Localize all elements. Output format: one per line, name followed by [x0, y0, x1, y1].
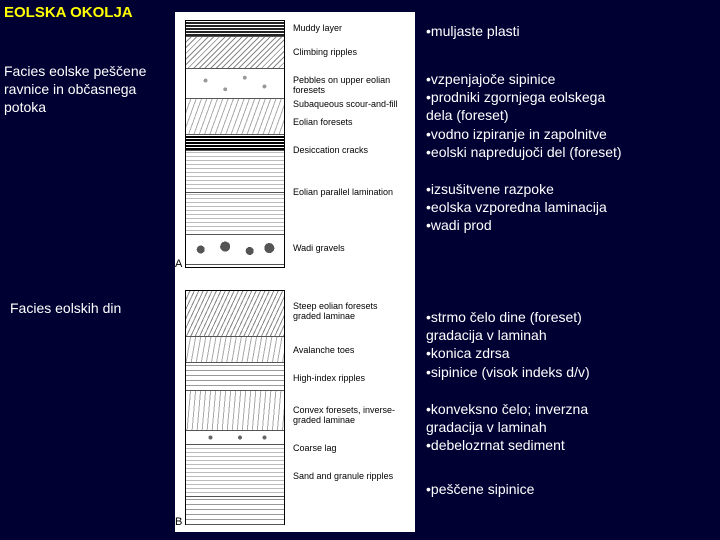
page-title: EOLSKA OKOLJA — [4, 4, 133, 21]
diagram-label: Wadi gravels — [293, 244, 408, 254]
diagram-label: Pebbles on upper eolian foresets — [293, 76, 408, 96]
annotation-group-4: •strmo čelo dine (foreset)gradacija v la… — [426, 308, 716, 381]
column-letter-a: A — [175, 258, 182, 270]
annotation-group-3: •izsušitvene razpoke•eolska vzporedna la… — [426, 180, 716, 235]
diagram-label: Sand and granule ripples — [293, 472, 408, 482]
diagram-label: Eolian foresets — [293, 118, 408, 128]
diagram-label: Convex foresets, inverse-graded laminae — [293, 406, 408, 426]
annotation-group-6: •peščene sipinice — [426, 480, 716, 498]
column-a — [185, 20, 285, 268]
diagram-label: Muddy layer — [293, 24, 408, 34]
diagram-label: Eolian parallel lamination — [293, 188, 408, 198]
diagram-label: Desiccation cracks — [293, 146, 408, 156]
diagram-label: Avalanche toes — [293, 346, 408, 356]
diagram-label: Climbing ripples — [293, 48, 408, 58]
annotation-group-5: •konveksno čelo; inverznagradacija v lam… — [426, 400, 716, 455]
stratigraphic-diagram: Muddy layer Climbing ripples Pebbles on … — [175, 12, 415, 532]
diagram-label: Coarse lag — [293, 444, 408, 454]
facies-label-sandflat: Facies eolske peščene ravnice in občasne… — [4, 62, 164, 117]
annotation-group-2: •vzpenjajoče sipinice•prodniki zgornjega… — [426, 70, 716, 161]
diagram-label: High-index ripples — [293, 374, 408, 384]
facies-label-dunes: Facies eolskih din — [10, 300, 121, 316]
column-letter-b: B — [175, 516, 182, 528]
column-b — [185, 290, 285, 525]
diagram-label: Steep eolian foresets graded laminae — [293, 302, 408, 322]
diagram-label: Subaqueous scour-and-fill — [293, 100, 408, 110]
annotation-group-1: •muljaste plasti — [426, 22, 716, 40]
